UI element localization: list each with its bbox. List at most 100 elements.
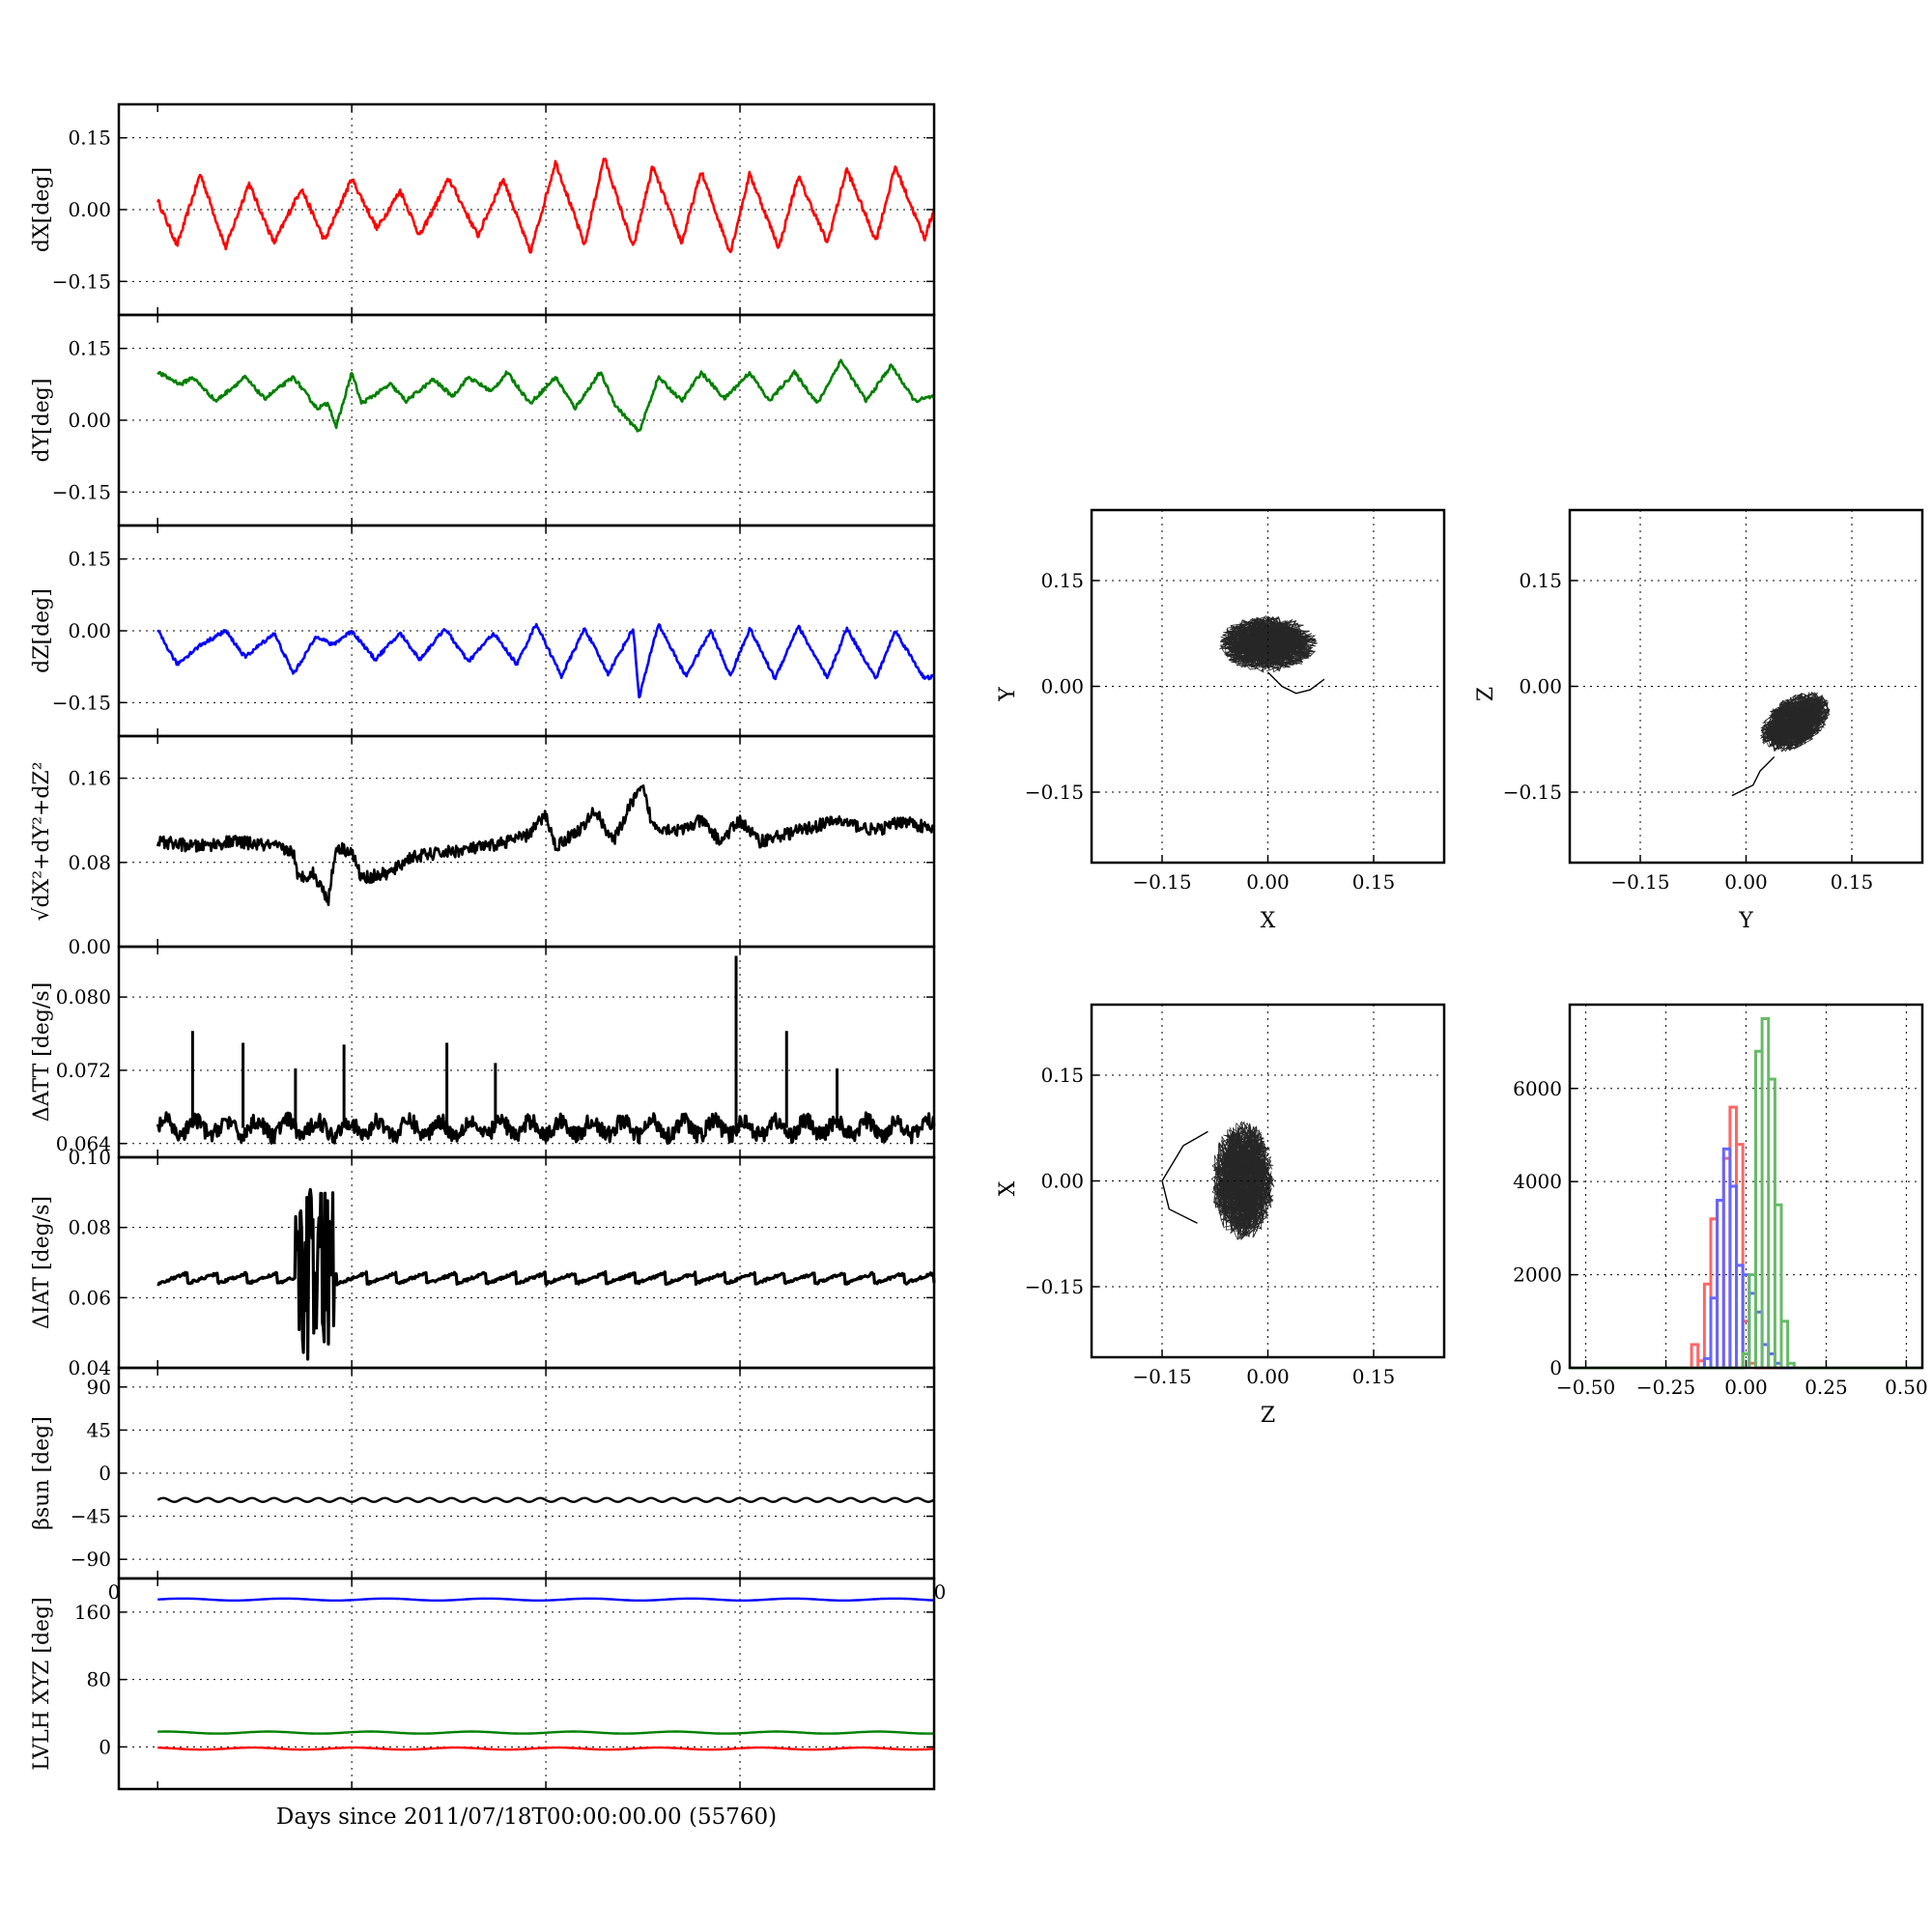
ylabel-lvlh: LVLH XYZ [deg] bbox=[30, 1597, 54, 1771]
ylabel-dY: dY[deg] bbox=[30, 379, 54, 463]
xtick-label: −0.25 bbox=[1636, 1376, 1695, 1399]
hist-series-2 bbox=[1570, 1017, 1922, 1370]
ylabel-dX: dX[deg] bbox=[30, 167, 54, 252]
ytick-label: 0.08 bbox=[68, 851, 111, 874]
ytick-label: 0.00 bbox=[68, 409, 111, 432]
ytick-label: 0.00 bbox=[1519, 675, 1562, 698]
ytick-label: 0.10 bbox=[68, 1146, 111, 1169]
xtick-label: −0.15 bbox=[1610, 870, 1669, 894]
series-dY bbox=[156, 358, 936, 433]
series-dX bbox=[156, 157, 936, 254]
ytick-label: 0 bbox=[99, 1462, 111, 1485]
xtick-label: 0.25 bbox=[1804, 1376, 1848, 1399]
ytick-label: 0.080 bbox=[56, 985, 111, 1009]
trajectory-tail-YZ bbox=[1731, 756, 1776, 797]
xtick-label: 0.15 bbox=[1831, 870, 1874, 894]
ylabel-dR: √dX²+dY²+dZ² bbox=[30, 761, 54, 921]
xtick-label: 0.00 bbox=[1724, 870, 1768, 894]
xtick-label: 0.15 bbox=[1352, 870, 1396, 894]
panel-hist: −0.50 −0.25 0.00 0.25 0.50 6000 4000 2000 0 bbox=[1513, 1003, 1928, 1399]
ytick-label: 0.15 bbox=[1040, 1064, 1084, 1087]
ytick-label: −0.15 bbox=[52, 691, 111, 714]
ytick-label: 4000 bbox=[1513, 1170, 1562, 1193]
panel-beta_sun: 90 45 0 −45 −90 βsun [deg] bbox=[30, 1366, 936, 1580]
panel-dR: 0.16 0.08 0.00 √dX²+dY²+dZ² bbox=[30, 734, 936, 958]
ytick-label: −90 bbox=[71, 1548, 111, 1571]
series-dIAT bbox=[156, 1187, 936, 1361]
stray-tick-right: 0 bbox=[934, 1580, 947, 1604]
panel-dY: 0.15 0.00 −0.15 dY[deg] bbox=[30, 313, 936, 527]
ytick-label: 0.00 bbox=[68, 619, 111, 642]
panel-ZX: −0.15 −0.15 0.00 0.00 0.15 0.15 Z X bbox=[996, 1003, 1446, 1428]
panel-dIAT: 0.10 0.08 0.06 0.04 ΔIAT [deg/s] bbox=[30, 1146, 936, 1379]
ytick-label: −0.15 bbox=[52, 270, 111, 293]
ylabel-dIAT: ΔIAT [deg/s] bbox=[30, 1196, 54, 1329]
series-lvlh-1 bbox=[156, 1730, 935, 1735]
ytick-label: 0.072 bbox=[56, 1059, 111, 1082]
ytick-label: −0.15 bbox=[1025, 1275, 1084, 1298]
trajectory-tail-XY bbox=[1267, 671, 1325, 695]
ytick-label: 45 bbox=[87, 1418, 111, 1441]
stray-tick-left: 0 bbox=[108, 1580, 121, 1604]
ytick-label: 0.00 bbox=[1040, 675, 1084, 698]
panel-XY: −0.15 −0.15 0.00 0.00 0.15 0.15 X Y bbox=[996, 508, 1446, 933]
ytick-label: 0.15 bbox=[1040, 569, 1084, 592]
ytick-label: 0.15 bbox=[68, 337, 111, 360]
ytick-label: 0.15 bbox=[68, 548, 111, 571]
xtick-label: 0.00 bbox=[1246, 870, 1290, 894]
ytick-label: 0.16 bbox=[68, 767, 111, 790]
ytick-label: 90 bbox=[87, 1376, 111, 1399]
ytick-label: −45 bbox=[71, 1505, 111, 1528]
xtick-label: 0.00 bbox=[1246, 1365, 1290, 1388]
panel-frame bbox=[117, 1577, 936, 1791]
ytick-label: 0 bbox=[99, 1735, 111, 1758]
panel-dX: 0.15 0.00 −0.15 dX[deg] bbox=[30, 102, 936, 317]
series-dATT bbox=[156, 1111, 936, 1146]
ylabel-dATT: ΔATT [deg/s] bbox=[30, 982, 54, 1122]
trajectory-YZ bbox=[1759, 691, 1831, 753]
ytick-label: 0.15 bbox=[1519, 569, 1562, 592]
ylabel-YZ: Z bbox=[1474, 687, 1498, 701]
panel-frame bbox=[117, 1155, 936, 1370]
ytick-label: −0.15 bbox=[1025, 781, 1084, 804]
ytick-label: 0.15 bbox=[68, 127, 111, 150]
ylabel-ZX: X bbox=[996, 1180, 1020, 1196]
xlabel-ZX: Z bbox=[1261, 1404, 1275, 1428]
ytick-label: −0.15 bbox=[1503, 781, 1562, 804]
ytick-label: 2000 bbox=[1513, 1264, 1562, 1287]
trajectory-tail-ZX bbox=[1161, 1130, 1208, 1224]
series-lvlh-0 bbox=[156, 1597, 935, 1602]
ytick-label: 6000 bbox=[1513, 1077, 1562, 1100]
ylabel-dZ: dZ[deg] bbox=[30, 588, 54, 673]
series-dZ bbox=[156, 622, 936, 699]
hist-series-0 bbox=[1570, 1105, 1922, 1370]
ytick-label: 0.00 bbox=[1040, 1170, 1084, 1193]
xtick-label: 0.15 bbox=[1352, 1365, 1396, 1388]
panel-dZ: 0.15 0.00 −0.15 dZ[deg] bbox=[30, 524, 936, 738]
ylabel-beta_sun: βsun [deg] bbox=[30, 1416, 54, 1530]
trajectory-XY bbox=[1219, 615, 1319, 673]
xtick-label: −0.15 bbox=[1132, 1365, 1191, 1388]
ytick-label: 0.06 bbox=[68, 1286, 111, 1309]
xtick-label: −0.50 bbox=[1556, 1376, 1615, 1399]
ytick-label: 0.04 bbox=[68, 1356, 111, 1379]
ytick-label: 160 bbox=[74, 1601, 111, 1624]
series-beta_sun bbox=[156, 1496, 935, 1503]
ytick-label: 0 bbox=[1549, 1356, 1562, 1379]
xtick-label: 0.50 bbox=[1885, 1376, 1928, 1399]
ytick-label: −0.15 bbox=[52, 480, 111, 503]
ylabel-XY: Y bbox=[996, 687, 1020, 702]
ytick-label: 0.00 bbox=[68, 198, 111, 221]
xtick-label: −0.15 bbox=[1132, 870, 1191, 894]
series-dR bbox=[156, 784, 935, 907]
ytick-label: 0.064 bbox=[56, 1132, 111, 1155]
xlabel-XY: X bbox=[1261, 909, 1276, 933]
panel-lvlh: 160 80 0 LVLH XYZ [deg] bbox=[30, 1577, 936, 1791]
ytick-label: 0.08 bbox=[68, 1216, 111, 1239]
ytick-label: 80 bbox=[87, 1668, 111, 1691]
xlabel-YZ: Y bbox=[1738, 909, 1753, 933]
panel-YZ: −0.15 −0.15 0.00 0.00 0.15 0.15 Y Z bbox=[1474, 508, 1924, 933]
trajectory-ZX bbox=[1210, 1121, 1275, 1241]
